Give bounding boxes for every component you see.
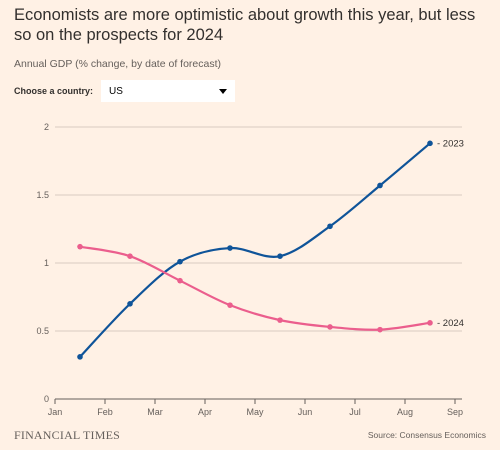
x-tick-label: Aug <box>397 407 413 417</box>
y-tick-label: 0 <box>44 394 49 404</box>
data-point-2024 <box>77 243 83 250</box>
series-label-2023: - 2023 <box>437 138 464 149</box>
data-point-2023 <box>177 258 183 265</box>
country-selector: Choose a country: US <box>14 80 236 102</box>
data-point-2023 <box>427 140 433 147</box>
ft-logo: FINANCIAL TIMES <box>14 428 121 442</box>
data-point-2023 <box>127 301 133 307</box>
data-point-2023 <box>377 182 383 189</box>
caret-down-icon <box>219 88 228 94</box>
data-point-2023 <box>327 223 333 230</box>
data-point-2024 <box>127 253 133 259</box>
country-select[interactable]: US <box>101 80 236 102</box>
data-point-2024 <box>427 320 433 326</box>
chart-subtitle: Annual GDP (% change, by date of forecas… <box>14 58 222 70</box>
y-tick-label: 2 <box>44 122 49 132</box>
x-tick-label: Feb <box>97 407 113 417</box>
data-point-2024 <box>377 326 383 333</box>
x-tick-label: Sep <box>447 407 463 417</box>
chart-title: Economists are more optimistic about gro… <box>14 6 476 44</box>
data-point-2024 <box>227 302 233 308</box>
x-tick-label: Apr <box>198 407 212 417</box>
y-tick-label: 0.5 <box>36 326 49 336</box>
series-line-2023 <box>79 142 431 358</box>
series-label-2024: - 2024 <box>437 318 464 329</box>
y-tick-label: 1 <box>44 258 49 268</box>
x-tick-label: Jan <box>48 407 63 417</box>
x-tick-label: Jun <box>298 407 313 417</box>
country-selector-label: Choose a country: <box>14 86 94 96</box>
series-line-2024 <box>79 245 431 331</box>
source-note: Source: Consensus Economics <box>367 430 486 440</box>
x-tick-label: Mar <box>147 407 163 417</box>
data-point-2024 <box>327 324 333 330</box>
x-tick-label: Jul <box>349 407 361 417</box>
data-point-2024 <box>277 317 283 323</box>
data-point-2023 <box>77 354 83 360</box>
data-point-2023 <box>227 245 233 251</box>
country-select-value: US <box>109 85 123 97</box>
data-point-2024 <box>177 277 183 284</box>
x-tick-label: May <box>246 407 264 417</box>
y-tick-label: 1.5 <box>36 190 49 200</box>
data-point-2023 <box>277 253 283 259</box>
